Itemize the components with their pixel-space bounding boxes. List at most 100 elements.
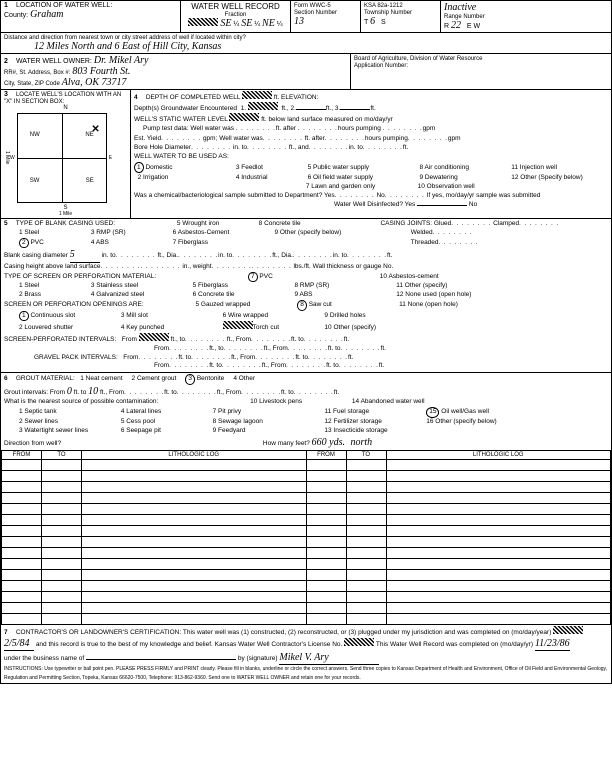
log-row — [2, 603, 611, 614]
q1: SE — [220, 18, 231, 29]
c4: ABS — [96, 239, 109, 246]
cert: This water well was (1) constructed, (2)… — [183, 629, 552, 636]
distance-value: 12 Miles North and 6 East of Hill City, … — [34, 41, 221, 52]
o8-circled: 8 — [297, 300, 307, 311]
log-row — [2, 592, 611, 603]
city-label: City, State, ZIP Code — [4, 81, 60, 87]
u6: Oil field water supply — [313, 174, 373, 181]
into: in. to — [233, 144, 247, 151]
scribble-1 — [188, 18, 218, 26]
p11: Fuel storage — [333, 408, 369, 415]
log-row — [2, 493, 611, 504]
o11: None (open hole) — [408, 301, 458, 308]
log-row — [2, 526, 611, 537]
q3: NE — [262, 18, 275, 29]
section-6-num: 6 — [4, 375, 14, 384]
township-value: 6 — [370, 16, 375, 27]
log-to-2: TO — [346, 451, 386, 460]
cert4: under the business name of — [4, 655, 84, 662]
hours: hours pumping — [338, 125, 381, 132]
screen: TYPE OF SCREEN OR PERFORATION MATERIAL: — [4, 273, 156, 280]
header-row: 1 LOCATION OF WATER WELL: County: Graham… — [1, 1, 611, 33]
o2: Louvered shutter — [24, 324, 73, 331]
cert3: This Water Well Record was completed on … — [376, 641, 533, 648]
sc5: Fiberglass — [198, 282, 228, 289]
p15-circled: 15 — [426, 407, 439, 418]
dia: Blank casing diameter — [4, 252, 68, 259]
sc11: Other (specify) — [405, 282, 448, 289]
log-table: FROM TO LITHOLOGIC LOG FROM TO LITHOLOGI… — [1, 450, 611, 625]
p13: Insecticide storage — [333, 427, 387, 434]
s4-title: DEPTH OF COMPLETED WELL — [146, 94, 240, 101]
j2: Clamped — [493, 220, 519, 227]
o3: Mill slot — [126, 312, 148, 319]
disinfect: Water Well Disinfected? Yes — [334, 201, 415, 208]
disinfect2: No — [469, 201, 477, 208]
g1: Neat cement — [86, 375, 123, 382]
feet-val: 660 yds. — [312, 437, 345, 448]
c5: Wrought iron — [182, 220, 219, 227]
mile2-label: 1 Mile — [4, 211, 127, 217]
owner-city: Alva, OK 73717 — [62, 77, 127, 88]
scribble-o7 — [223, 321, 253, 329]
section-5-num: 5 — [4, 220, 14, 229]
u11: Injection well — [520, 164, 557, 171]
sc1: Steel — [24, 282, 39, 289]
p5: Cess pool — [126, 418, 155, 425]
e-label: E — [109, 155, 112, 161]
g4: Other — [239, 375, 255, 382]
by: by (signature) — [238, 655, 278, 662]
owner-addr: 803 Fourth St. — [72, 66, 130, 77]
form-no: Form WWC-5 — [294, 3, 331, 9]
date1: 2/5/84 — [4, 637, 34, 651]
u9: Dewatering — [425, 174, 458, 181]
county-label: County: — [4, 12, 28, 19]
c1: Steel — [24, 229, 39, 236]
nw-label: NW — [30, 132, 40, 138]
sc7: PVC — [259, 273, 272, 280]
p6: Seepage pit — [126, 427, 161, 434]
section-1-num: 1 — [4, 2, 14, 9]
o1: Continuous slot — [30, 312, 75, 319]
scribble-lic — [344, 638, 374, 646]
instr: INSTRUCTIONS: Use typewriter or ball poi… — [4, 666, 607, 680]
log-to-1: TO — [42, 451, 82, 460]
ft: ft., — [158, 252, 165, 259]
county-value: Graham — [30, 9, 63, 20]
after: ft. after — [276, 125, 296, 132]
o7: Torch cut — [253, 324, 279, 331]
s7-row: 7 CONTRACTOR'S OR LANDOWNER'S CERTIFICAT… — [1, 625, 611, 683]
u4: Industrial — [241, 174, 267, 181]
sc6: Concrete tile — [198, 291, 235, 298]
s6-row: 6 GROUT MATERIAL: 1 Neat cement 2 Cement… — [1, 373, 611, 450]
board: Board of Agriculture, Division of Water … — [354, 56, 483, 62]
p7: Pit privy — [218, 408, 241, 415]
sc9: ABS — [300, 291, 313, 298]
dia-val: 5 — [70, 248, 100, 263]
s5-title: TYPE OF BLANK CASING USED: — [16, 220, 115, 227]
sc4: Galvanized steel — [96, 291, 144, 298]
into2: in. to — [102, 252, 116, 259]
u1: Domestic — [145, 164, 172, 171]
c9: Other (specify below) — [280, 229, 341, 236]
ew-label: E W — [467, 23, 480, 30]
u5: Public water supply — [313, 164, 369, 171]
est: Est. Yield — [134, 135, 161, 142]
c7: Fiberglass — [178, 239, 208, 246]
ksa: KSA 82a-1212 — [364, 3, 403, 9]
intervals: Grout intervals: From — [4, 389, 65, 396]
o4: Key punched — [126, 324, 164, 331]
s2-title: WATER WELL OWNER: — [16, 58, 92, 65]
gw: Depth(s) Groundwater Encountered — [134, 105, 237, 112]
u8: Air conditioning — [425, 164, 469, 171]
use: WELL WATER TO BE USED AS: — [134, 153, 229, 160]
pump: Pump test data: Well water was — [143, 125, 234, 132]
o5: Gauzed wrapped — [201, 301, 251, 308]
u10: Observation well — [427, 183, 475, 190]
est2: gpm; Well water was — [203, 135, 263, 142]
c2-circled: 2 — [19, 238, 29, 249]
p14: Abandoned water well — [361, 398, 425, 405]
lbs: lbs./ft. Wall thickness or gauge No. — [293, 263, 393, 270]
cert2: and this record is true to the best of m… — [36, 641, 343, 648]
sc8: RMP (SR) — [300, 282, 330, 289]
